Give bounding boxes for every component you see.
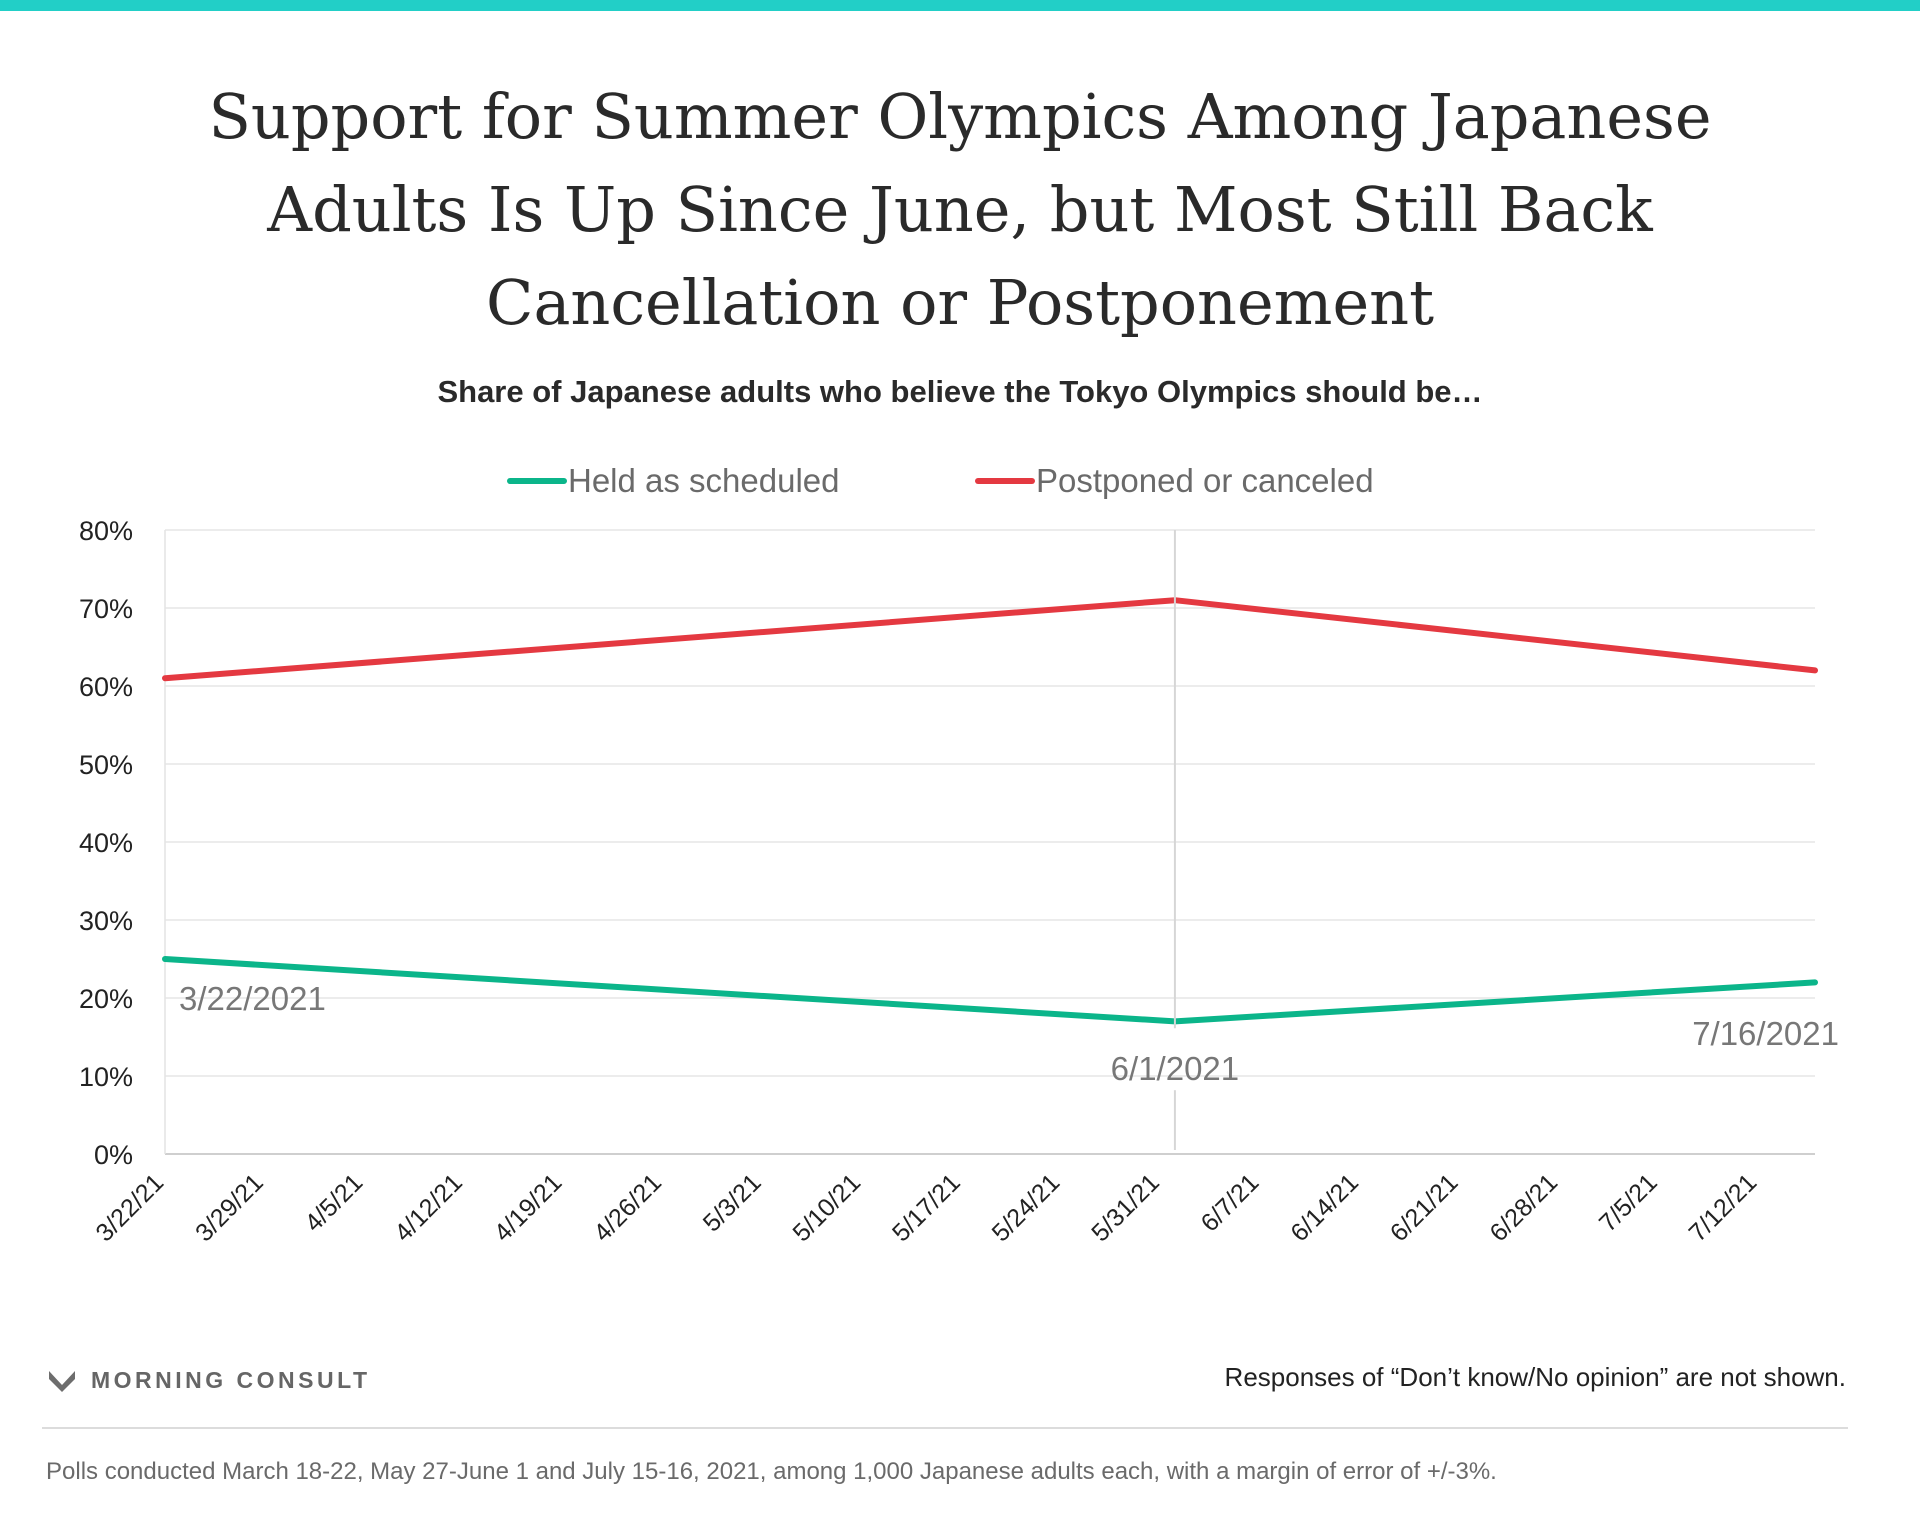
series-line: [162, 597, 1818, 682]
x-tick-label: 6/28/21: [1484, 1168, 1563, 1247]
chart-title: Support for Summer Olympics Among Japane…: [208, 80, 1712, 339]
date-annotation: 6/1/2021: [1111, 1050, 1239, 1087]
brand-logo: MORNING CONSULT: [47, 1360, 371, 1400]
x-tick-label: 5/31/21: [1086, 1168, 1165, 1247]
series-line: [162, 956, 1818, 1025]
methodology-footnote: Polls conducted March 18-22, May 27-June…: [46, 1458, 1497, 1485]
y-tick-label: 40%: [79, 828, 133, 858]
chart-note: Responses of “Don’t know/No opinion” are…: [1224, 1362, 1846, 1392]
y-tick-label: 80%: [79, 516, 133, 546]
x-tick-label: 6/14/21: [1285, 1168, 1364, 1247]
x-tick-label: 3/22/21: [90, 1168, 169, 1247]
y-tick-label: 50%: [79, 750, 133, 780]
footer-divider: [42, 1427, 1848, 1429]
x-tick-label: 4/5/21: [299, 1168, 368, 1237]
x-tick-label: 5/24/21: [987, 1168, 1066, 1247]
x-tick-label: 6/7/21: [1196, 1168, 1265, 1237]
x-tick-label: 4/12/21: [389, 1168, 468, 1247]
chart-subtitle: Share of Japanese adults who believe the…: [437, 374, 1483, 409]
x-tick-label: 7/12/21: [1684, 1168, 1763, 1247]
y-tick-label: 30%: [79, 906, 133, 936]
accent-top-bar: [0, 0, 1920, 11]
x-tick-label: 7/5/21: [1594, 1168, 1663, 1237]
y-tick-label: 20%: [79, 984, 133, 1014]
y-tick-label: 70%: [79, 594, 133, 624]
y-tick-label: 60%: [79, 672, 133, 702]
y-tick-label: 0%: [94, 1140, 133, 1170]
legend-label: Held as scheduled: [568, 462, 840, 499]
x-tick-label: 5/17/21: [887, 1168, 966, 1247]
x-tick-label: 4/26/21: [588, 1168, 667, 1247]
x-tick-label: 3/29/21: [190, 1168, 269, 1247]
x-tick-label: 6/21/21: [1385, 1168, 1464, 1247]
x-tick-label: 5/3/21: [698, 1168, 767, 1237]
legend-label: Postponed or canceled: [1036, 462, 1374, 499]
y-tick-label: 10%: [79, 1062, 133, 1092]
x-tick-label: 4/19/21: [489, 1168, 568, 1247]
line-chart: 0% 10% 20% 30% 40% 50% 60% 70% 80% 3/22/21 3/29/21…: [79, 462, 1839, 1247]
brand-name: MORNING CONSULT: [91, 1366, 371, 1393]
x-tick-label: 5/10/21: [787, 1168, 866, 1247]
morning-consult-logo-icon: [49, 1371, 75, 1392]
date-annotation: 7/16/2021: [1692, 1015, 1839, 1052]
date-annotation: 3/22/2021: [179, 980, 326, 1017]
